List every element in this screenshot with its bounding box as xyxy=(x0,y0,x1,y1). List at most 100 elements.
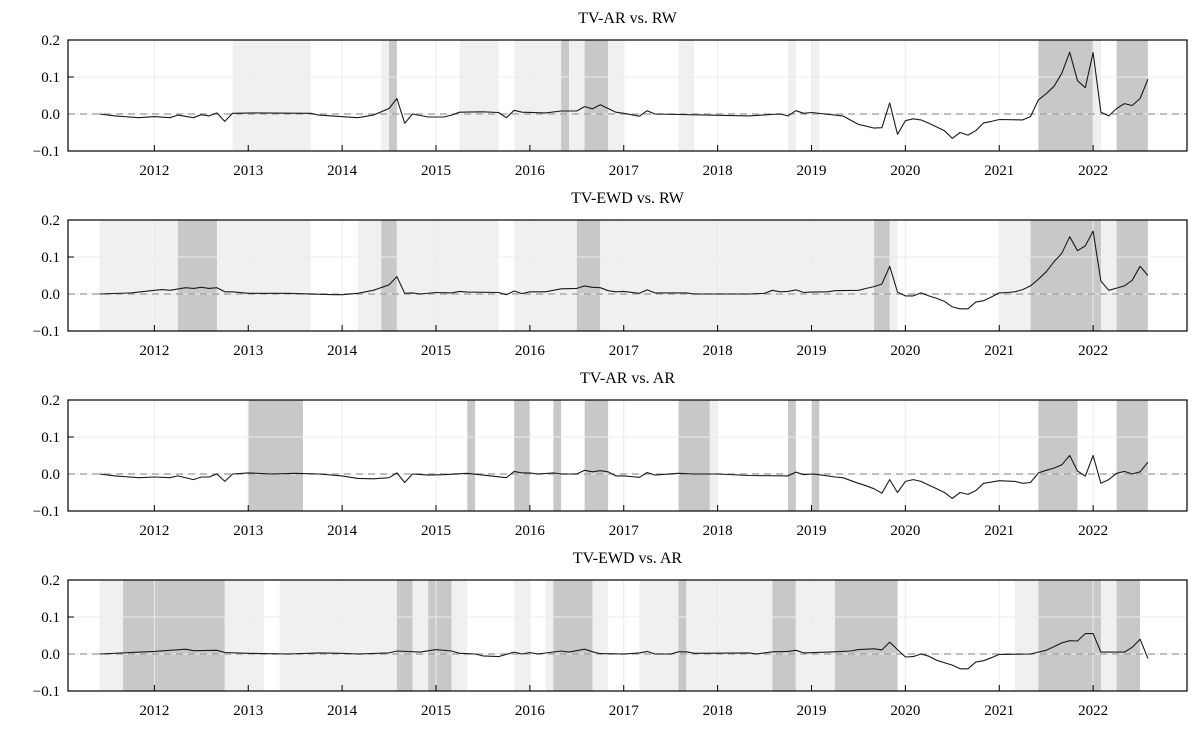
shaded-band-dark xyxy=(1038,580,1101,691)
x-tick-label: 2014 xyxy=(327,523,358,539)
y-tick-label: 0.1 xyxy=(41,250,60,266)
y-tick-label: −0.1 xyxy=(33,684,60,700)
shaded-band-light xyxy=(1014,580,1039,691)
shaded-band-light xyxy=(396,220,499,331)
x-tick-label: 2020 xyxy=(890,343,920,359)
y-tick-label: −0.1 xyxy=(33,144,60,160)
shaded-band-dark xyxy=(381,220,397,331)
x-tick-label: 2013 xyxy=(233,703,263,719)
panel-1: TV-AR vs. RW 2012 2013 2014 2015 2016 2017 2018… xyxy=(33,10,1188,179)
x-tick-label: 2018 xyxy=(703,163,733,179)
shaded-band-dark xyxy=(1038,40,1094,151)
shaded-band-light xyxy=(686,580,773,691)
x-tick-label: 2022 xyxy=(1078,523,1108,539)
shaded-band-light xyxy=(678,40,695,151)
plot-frame xyxy=(67,39,1188,152)
x-tick-label: 2019 xyxy=(796,343,826,359)
y-tick-label: 0.2 xyxy=(41,573,60,589)
shaded-band-light xyxy=(545,580,554,691)
shaded-band-light xyxy=(788,40,796,151)
x-tick-label: 2017 xyxy=(609,163,640,179)
shaded-band-light xyxy=(412,580,429,691)
x-tick-label: 2016 xyxy=(515,163,546,179)
shaded-band-dark xyxy=(177,220,217,331)
shaded-band-dark xyxy=(788,400,796,511)
shaded-band-light xyxy=(232,40,311,151)
y-tick-label: 0.0 xyxy=(41,647,60,663)
y-tick-label: 0.1 xyxy=(41,610,60,626)
x-tick-label: 2017 xyxy=(609,703,640,719)
shaded-band-light xyxy=(608,40,624,151)
series-line xyxy=(99,454,1149,499)
x-tick-label: 2015 xyxy=(421,703,451,719)
panel-title: TV-AR vs. AR xyxy=(580,370,675,387)
shaded-band-light xyxy=(889,220,898,331)
x-tick-label: 2022 xyxy=(1078,163,1108,179)
x-tick-label: 2012 xyxy=(139,163,169,179)
plot-frame xyxy=(67,399,1188,512)
y-tick-label: −0.1 xyxy=(33,504,60,520)
shaded-band-light xyxy=(592,580,609,691)
shaded-band-dark xyxy=(874,220,890,331)
shaded-band-dark xyxy=(584,40,609,151)
shaded-band-light xyxy=(216,220,311,331)
x-tick-label: 2012 xyxy=(139,703,169,719)
shaded-band-dark xyxy=(553,400,562,511)
shaded-band-dark xyxy=(1116,220,1148,331)
x-tick-label: 2013 xyxy=(233,343,263,359)
plot-frame xyxy=(67,219,1188,332)
shaded-band-dark xyxy=(1116,40,1148,151)
shaded-band-light xyxy=(811,40,820,151)
shaded-band-light xyxy=(999,220,1031,331)
x-tick-label: 2018 xyxy=(703,343,733,359)
shaded-band-dark xyxy=(467,400,476,511)
y-tick-label: 0.2 xyxy=(41,33,60,49)
x-tick-label: 2019 xyxy=(796,523,826,539)
x-tick-label: 2022 xyxy=(1078,703,1108,719)
shaded-band-dark xyxy=(1116,580,1141,691)
y-tick-label: 0.1 xyxy=(41,70,60,86)
y-tick-label: 0.0 xyxy=(41,287,60,303)
shaded-band-light xyxy=(99,220,178,331)
x-tick-label: 2018 xyxy=(703,523,733,539)
x-tick-label: 2021 xyxy=(984,523,1014,539)
shaded-band-light xyxy=(279,580,397,691)
shaded-band-dark xyxy=(396,580,413,691)
y-tick-label: −0.1 xyxy=(33,324,60,340)
shaded-band-dark xyxy=(389,40,397,151)
x-tick-label: 2014 xyxy=(327,343,358,359)
x-tick-label: 2019 xyxy=(796,163,826,179)
shaded-band-dark xyxy=(811,400,820,511)
y-tick-label: 0.2 xyxy=(41,213,60,229)
x-tick-label: 2017 xyxy=(609,523,640,539)
panel-4: TV-EWD vs. AR 2012 2013 2014 2015 2016 2017 201… xyxy=(33,550,1188,719)
x-tick-label: 2012 xyxy=(139,343,169,359)
shaded-band-dark xyxy=(553,580,593,691)
series-line xyxy=(99,230,1149,310)
panel-title: TV-EWD vs. RW xyxy=(571,190,685,207)
shaded-band-light xyxy=(639,580,679,691)
x-tick-label: 2016 xyxy=(515,703,546,719)
x-tick-label: 2013 xyxy=(233,163,263,179)
x-tick-label: 2017 xyxy=(609,343,640,359)
x-tick-label: 2016 xyxy=(515,343,546,359)
shaded-band-dark xyxy=(834,580,898,691)
shaded-band-dark xyxy=(678,400,710,511)
x-tick-label: 2021 xyxy=(984,703,1014,719)
y-tick-label: 0.0 xyxy=(41,467,60,483)
x-tick-label: 2016 xyxy=(515,523,546,539)
plot-frame xyxy=(67,579,1188,692)
x-tick-label: 2020 xyxy=(890,703,920,719)
panel-3: TV-AR vs. AR 2012 2013 2014 2015 2016 2017 2018… xyxy=(33,370,1188,539)
shaded-band-light xyxy=(459,40,499,151)
shaded-band-dark xyxy=(584,400,609,511)
shaded-band-light xyxy=(99,580,124,691)
shaded-band-light xyxy=(224,580,264,691)
series-line xyxy=(99,633,1149,670)
x-tick-label: 2021 xyxy=(984,343,1014,359)
shaded-band-dark xyxy=(1116,400,1148,511)
shaded-band-light xyxy=(357,220,382,331)
shaded-band-dark xyxy=(428,580,452,691)
x-tick-label: 2019 xyxy=(796,703,826,719)
